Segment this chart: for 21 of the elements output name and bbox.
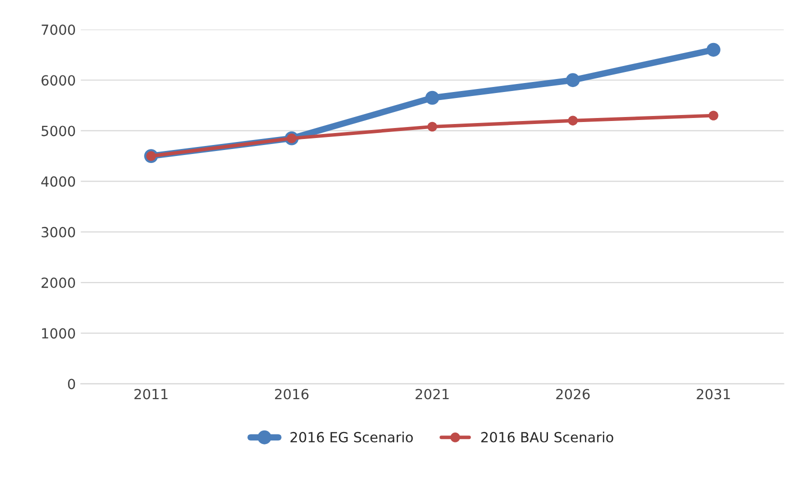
legend-label: 2016 EG Scenario xyxy=(290,432,413,442)
x-tick-label: 2026 xyxy=(556,388,590,400)
x-tick-label: 2016 xyxy=(275,388,308,400)
point xyxy=(427,122,438,132)
y-tick-label: 6000 xyxy=(42,75,76,86)
point xyxy=(706,42,720,57)
y-tick-label: 3000 xyxy=(42,226,76,238)
x-tick-label: 2021 xyxy=(416,388,449,400)
legend-label: 2016 BAU Scenario xyxy=(481,432,614,442)
y-tick-label: 0 xyxy=(68,378,76,390)
y-tick-label: 7000 xyxy=(42,24,76,35)
y-tick-label: 2000 xyxy=(42,278,76,288)
x-tick-label: 2031 xyxy=(696,388,730,400)
y-tick-label: 1000 xyxy=(42,328,76,339)
y-tick-label: 5000 xyxy=(42,126,76,136)
x-tick-label: 2011 xyxy=(134,388,168,400)
point xyxy=(425,90,440,105)
point xyxy=(708,110,718,120)
point xyxy=(566,73,580,88)
y-tick-label: 4000 xyxy=(41,176,76,187)
point xyxy=(568,116,578,126)
